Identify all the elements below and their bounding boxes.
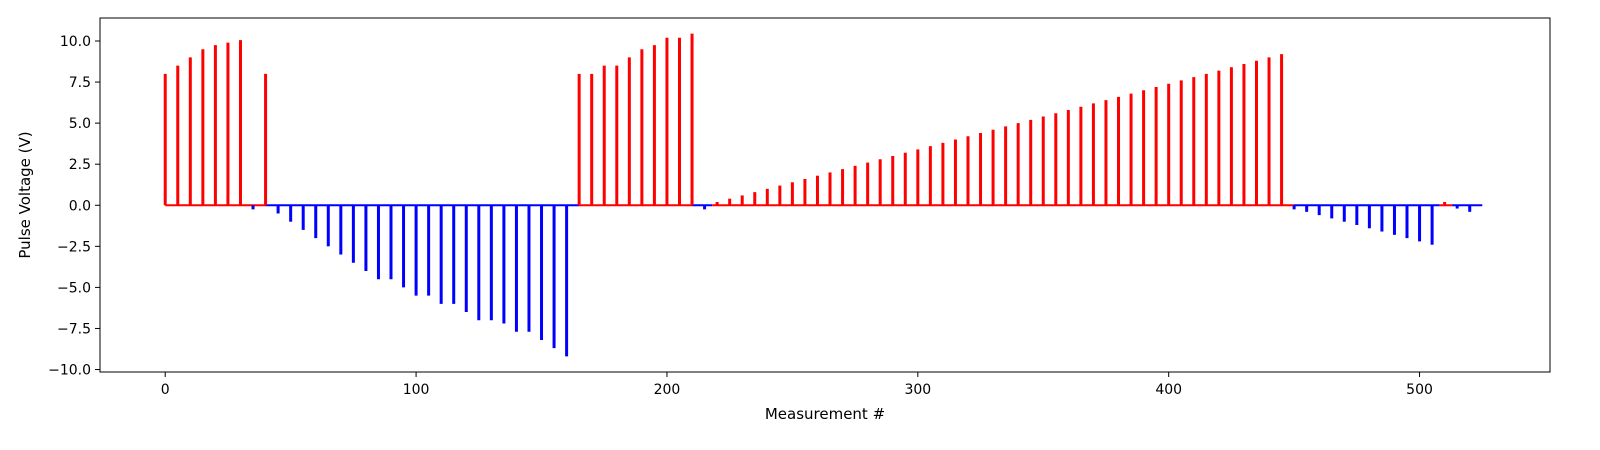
y-tick-label: 7.5 — [69, 75, 91, 91]
y-tick-label: −7.5 — [57, 321, 91, 337]
bar-layer — [163, 33, 1472, 357]
x-tick-label: 300 — [904, 382, 931, 398]
x-tick-label: 400 — [1155, 382, 1182, 398]
y-tick-label: −10.0 — [48, 363, 91, 379]
y-tick-label: −5.0 — [57, 280, 91, 296]
y-tick-label: 5.0 — [69, 116, 91, 132]
x-axis-ticks: 0 100 200 300 400 500 — [161, 372, 1433, 398]
y-axis-ticks: −10.0 −7.5 −5.0 −2.5 0.0 2.5 5.0 7.5 10.0 — [48, 34, 100, 379]
y-tick-label: 2.5 — [69, 157, 91, 173]
x-tick-label: 0 — [161, 382, 170, 398]
plot-area-frame — [99, 17, 1551, 373]
y-tick-label: 0.0 — [69, 198, 91, 214]
x-tick-label: 200 — [654, 382, 681, 398]
x-tick-label: 500 — [1406, 382, 1433, 398]
x-tick-label: 100 — [403, 382, 430, 398]
x-axis-label: Measurement # — [765, 405, 885, 423]
y-tick-label: −2.5 — [57, 239, 91, 255]
y-axis-label: Pulse Voltage (V) — [16, 131, 34, 258]
y-tick-label: 10.0 — [60, 34, 91, 50]
